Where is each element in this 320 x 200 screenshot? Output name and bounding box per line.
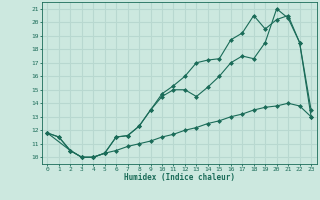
X-axis label: Humidex (Indice chaleur): Humidex (Indice chaleur): [124, 173, 235, 182]
